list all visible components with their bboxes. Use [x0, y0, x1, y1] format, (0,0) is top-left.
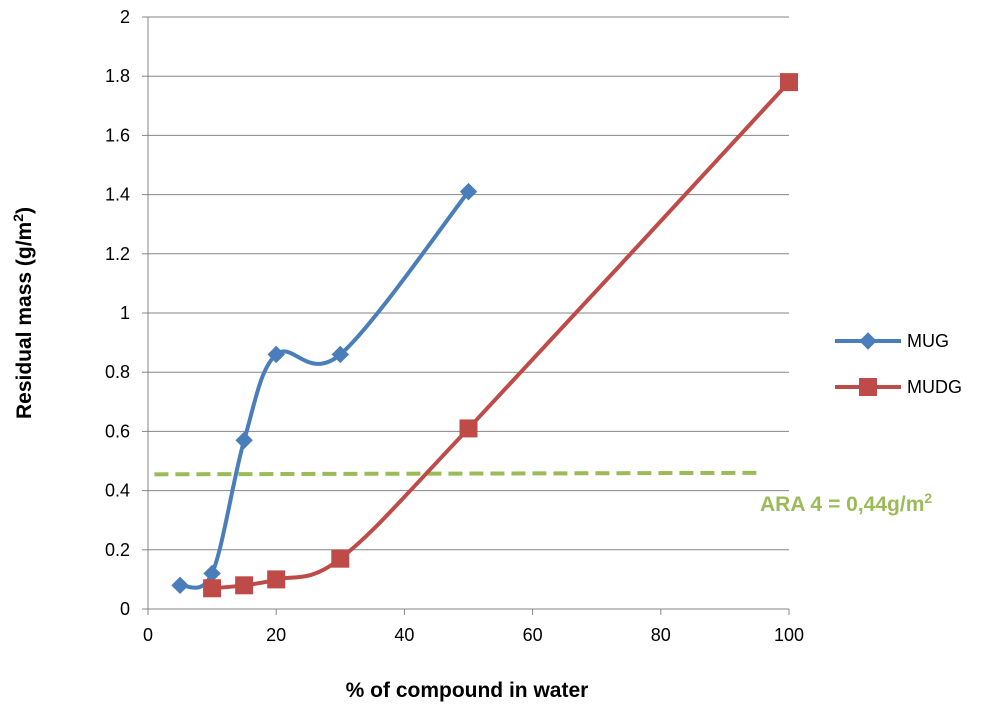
reference-dashed-line	[154, 470, 764, 477]
y-axis-title-sup: 2	[10, 214, 26, 222]
legend-label: MUDG	[907, 377, 962, 397]
y-tick-label: 0.6	[105, 421, 130, 441]
legend: MUG MUDG	[835, 331, 962, 397]
data-point-mudg	[780, 73, 798, 92]
data-point-mug	[235, 431, 253, 449]
y-axis-title-main: Residual mass (g/m	[13, 222, 36, 419]
series-line-mug	[178, 189, 471, 590]
reference-line	[154, 470, 764, 477]
x-tick-label: 100	[774, 625, 804, 645]
data-point-mug	[459, 182, 478, 201]
y-tick-label: 1.6	[105, 125, 130, 145]
x-tick-label: 40	[394, 625, 414, 645]
data-point-mug	[203, 564, 221, 583]
x-tick-label: 60	[523, 625, 543, 645]
legend-marker	[859, 332, 877, 350]
y-tick-label: 1.2	[105, 244, 130, 264]
axes	[142, 16, 790, 615]
data-point-mug	[331, 345, 350, 364]
legend-item-mudg: MUDG	[835, 377, 962, 397]
y-tick-label: 0.4	[105, 481, 130, 501]
y-tick-label: 0.8	[105, 362, 130, 382]
y-axis-title-close: )	[13, 207, 36, 214]
data-point-mudg	[267, 570, 286, 589]
x-tick-label: 80	[651, 625, 671, 645]
series-mug	[171, 182, 478, 595]
y-tick-label: 2	[120, 7, 130, 27]
y-tick-label: 1.4	[105, 185, 130, 205]
x-tick-labels: 0 20 40 60 80 100	[143, 625, 804, 645]
data-point-mug	[171, 576, 189, 595]
y-tick-label: 1	[120, 303, 130, 323]
reference-label-sup: 2	[924, 490, 932, 506]
gridlines	[148, 16, 789, 551]
reference-label-main: ARA 4 = 0,44g/m	[760, 493, 924, 516]
data-point-mudg	[459, 419, 478, 438]
legend-marker	[859, 378, 877, 396]
y-tick-label: 1.8	[105, 66, 130, 86]
y-tick-label: 0	[120, 599, 130, 619]
x-axis-title: % of compound in water	[346, 679, 589, 702]
data-point-mudg	[203, 579, 222, 598]
reference-line-label: ARA 4 = 0,44g/m2	[760, 490, 932, 516]
series-line-mudg	[210, 80, 791, 591]
y-axis-title: Residual mass (g/m2)	[10, 207, 36, 419]
y-tick-label: 0.2	[105, 540, 130, 560]
x-tick-label: 20	[266, 625, 286, 645]
y-tick-labels: 0 0.2 0.4 0.6 0.8 1 1.2 1.4 1.6 1.8 2	[105, 7, 130, 619]
x-tick-label: 0	[143, 625, 153, 645]
data-point-mudg	[235, 576, 254, 595]
legend-item-mug: MUG	[835, 331, 949, 351]
series-mudg	[203, 73, 798, 598]
legend-label: MUG	[907, 331, 949, 351]
data-point-mudg	[331, 549, 350, 568]
series-group	[171, 73, 798, 598]
data-point-mug	[267, 345, 285, 364]
